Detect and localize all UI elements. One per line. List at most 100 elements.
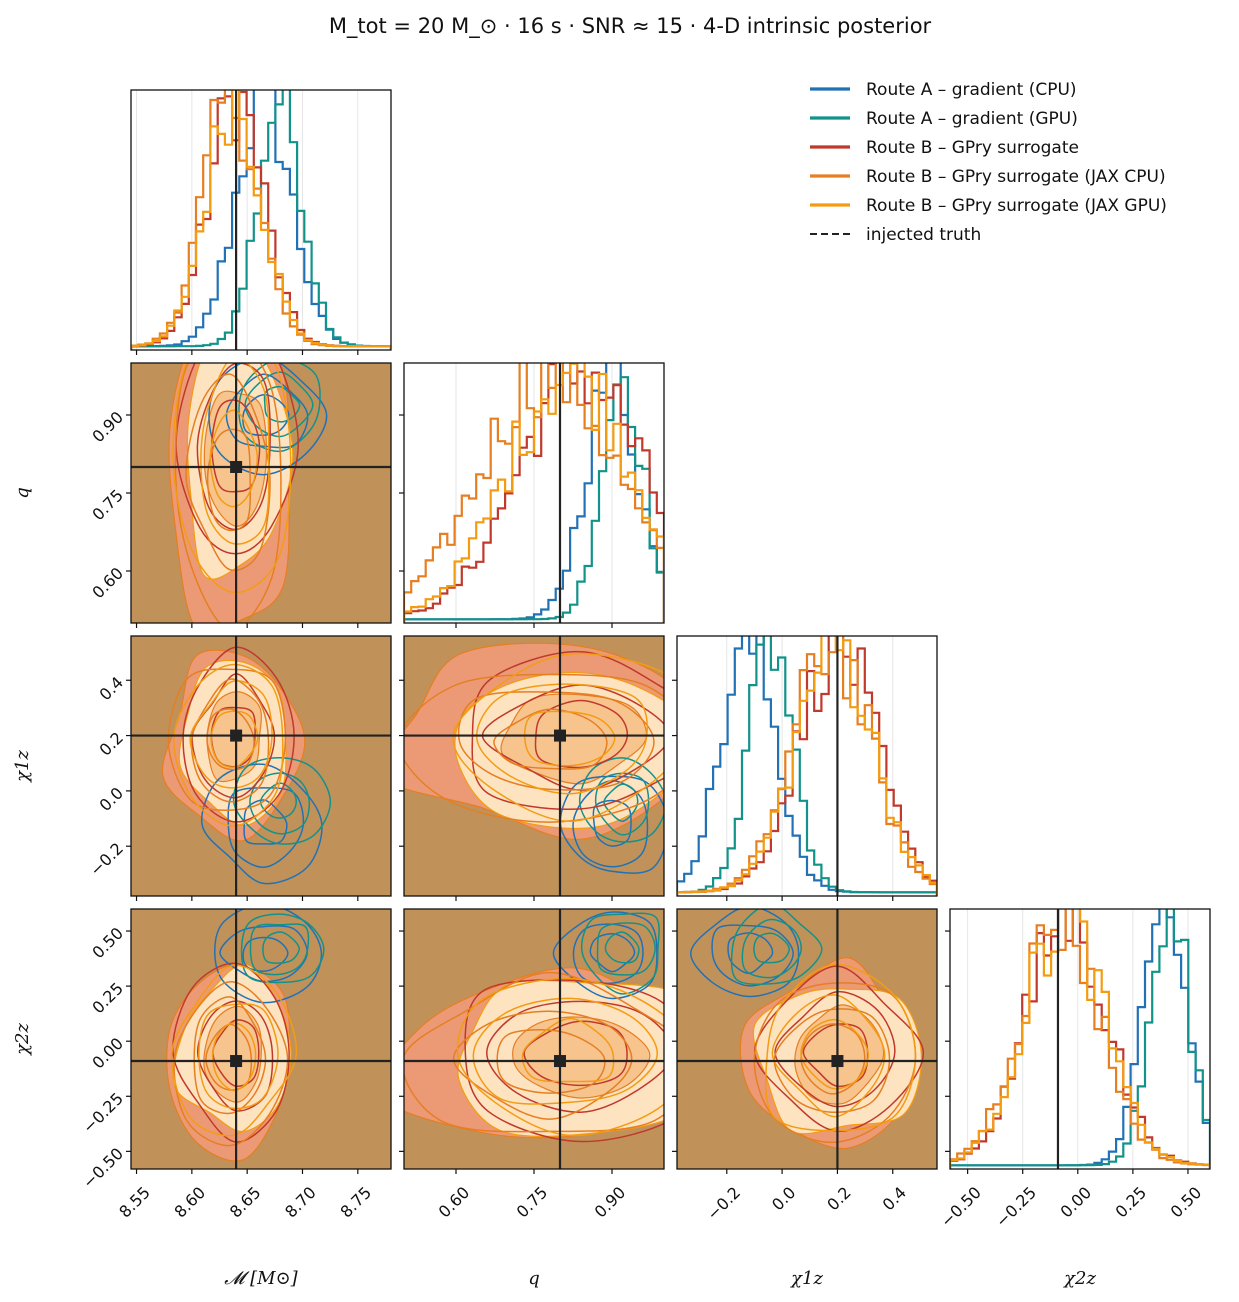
histogram-1: [131, 90, 391, 350]
histogram-4: [404, 363, 664, 623]
panel-chi1z-mc: −0.2 0.0 0.2 0.4: [86, 635, 392, 901]
contour-1: [604, 931, 640, 964]
x-tick-label: 8.60: [171, 1183, 210, 1222]
legend-label: injected truth: [866, 225, 981, 245]
y-tick-label: 0.0: [96, 783, 127, 814]
panel-q-mc: 0.60 0.75 0.90: [88, 362, 392, 628]
contour-0: [214, 909, 323, 1004]
contour-0: [552, 911, 658, 1000]
x-tick-label: 0.2: [823, 1183, 854, 1214]
contour-0: [572, 923, 644, 985]
contour-3: [190, 678, 270, 803]
axis-labels: 𝓜 [M⊙] q χ1z χ2z q χ1z χ2z: [12, 487, 1096, 1289]
contour-4: [523, 710, 616, 767]
contour-3: [493, 708, 608, 770]
y-tick-label: 0.25: [88, 979, 127, 1018]
legend-label: Route B – GPry surrogate: [866, 138, 1079, 158]
panel-frame: [130, 635, 392, 897]
panel-chi1z-chi1z: [672, 635, 938, 901]
panel-chi1z-q: [399, 635, 665, 901]
y-tick-label: −0.25: [79, 1089, 127, 1137]
y-tick-label: 0.2: [96, 728, 127, 759]
panels: 0.60 0.75 0.90 −0.2 0.0 0.2 0.4 8.55 8.60 8.65 8.7…: [79, 89, 1211, 1231]
contour-4: [800, 1018, 869, 1090]
contour-1: [249, 772, 311, 835]
histogram-1: [677, 636, 937, 896]
contour-2: [172, 962, 290, 1143]
contour-4: [211, 1022, 257, 1092]
contour-3: [206, 428, 252, 532]
histogram-1: [404, 376, 664, 623]
y-tick-label: −0.50: [79, 1144, 127, 1192]
legend: Route A – gradient (CPU) Route A – gradie…: [810, 80, 1167, 245]
panel-frame: [130, 89, 392, 351]
contour-3: [457, 691, 655, 791]
contour-0: [242, 394, 290, 436]
legend-label: Route A – gradient (GPU): [866, 109, 1078, 129]
histogram-4: [677, 636, 937, 896]
contour-0: [242, 936, 289, 972]
contour-3: [404, 971, 664, 1133]
truth-marker: [230, 461, 243, 473]
contour-4: [198, 1003, 279, 1110]
x-tick-label: −0.50: [937, 1183, 985, 1231]
y-axis-label-q: q: [12, 487, 33, 499]
contour-0: [227, 787, 305, 869]
contour-3: [452, 1010, 633, 1120]
x-tick-label: 0.60: [435, 1183, 474, 1222]
figure-title: M_tot = 20 M_⊙ · 16 s · SNR ≈ 15 · 4-D i…: [329, 14, 932, 39]
x-tick-label: 8.75: [336, 1183, 375, 1222]
x-axis-label-chi2z: χ2z: [1062, 1268, 1096, 1289]
contour-4: [210, 710, 259, 769]
y-tick-label: 0.75: [88, 486, 127, 525]
contour-1: [578, 757, 664, 843]
contour-4: [456, 977, 664, 1137]
x-axis-label-mc: 𝓜 [M⊙]: [224, 1268, 298, 1289]
contour-4: [771, 994, 886, 1118]
histogram-4: [131, 90, 391, 350]
y-tick-label: 0.00: [88, 1034, 127, 1073]
x-tick-label: −0.2: [703, 1183, 744, 1224]
contour-0: [592, 799, 632, 847]
y-tick-label: 0.60: [88, 564, 127, 603]
contour-4: [521, 1017, 615, 1083]
contour-4: [172, 363, 292, 594]
panel-frame: [130, 908, 392, 1170]
x-tick-label: 8.70: [281, 1183, 320, 1222]
panel-frame: [949, 908, 1211, 1170]
contour-3: [496, 1029, 606, 1094]
contour-0: [589, 933, 636, 973]
contour-1: [580, 912, 660, 995]
contour-1: [238, 363, 321, 453]
truth-marker: [554, 1055, 566, 1068]
x-axis-label-chi1z: χ1z: [789, 1268, 823, 1289]
contour-3: [173, 980, 289, 1147]
contour-0: [711, 924, 794, 987]
panel-frame: [676, 635, 938, 897]
panel-chi2z-chi1z: −0.2 0.0 0.2 0.4: [672, 908, 938, 1224]
truth-marker: [554, 729, 566, 742]
contour-2: [486, 1000, 664, 1113]
histogram-3: [950, 909, 1210, 1169]
contour-1: [262, 931, 300, 964]
x-tick-label: −0.25: [992, 1183, 1040, 1231]
contour-3: [753, 982, 917, 1144]
contour-0: [727, 932, 774, 975]
x-tick-label: 8.55: [115, 1183, 154, 1222]
contour-3: [185, 373, 271, 572]
legend-label: Route B – GPry surrogate (JAX CPU): [866, 167, 1166, 187]
truth-marker: [230, 1055, 243, 1068]
panel-q-q: [399, 362, 665, 628]
contour-4: [200, 363, 270, 545]
truth-marker: [831, 1055, 844, 1068]
contour-0: [219, 925, 308, 983]
histogram-4: [950, 909, 1210, 1169]
contour-1: [263, 385, 301, 423]
contour-1: [259, 782, 298, 819]
x-tick-label: 0.00: [1056, 1183, 1095, 1222]
contour-3: [773, 1008, 891, 1113]
contour-1: [240, 913, 325, 984]
x-tick-label: 0.25: [1112, 1183, 1151, 1222]
x-tick-label: 0.75: [513, 1183, 552, 1222]
